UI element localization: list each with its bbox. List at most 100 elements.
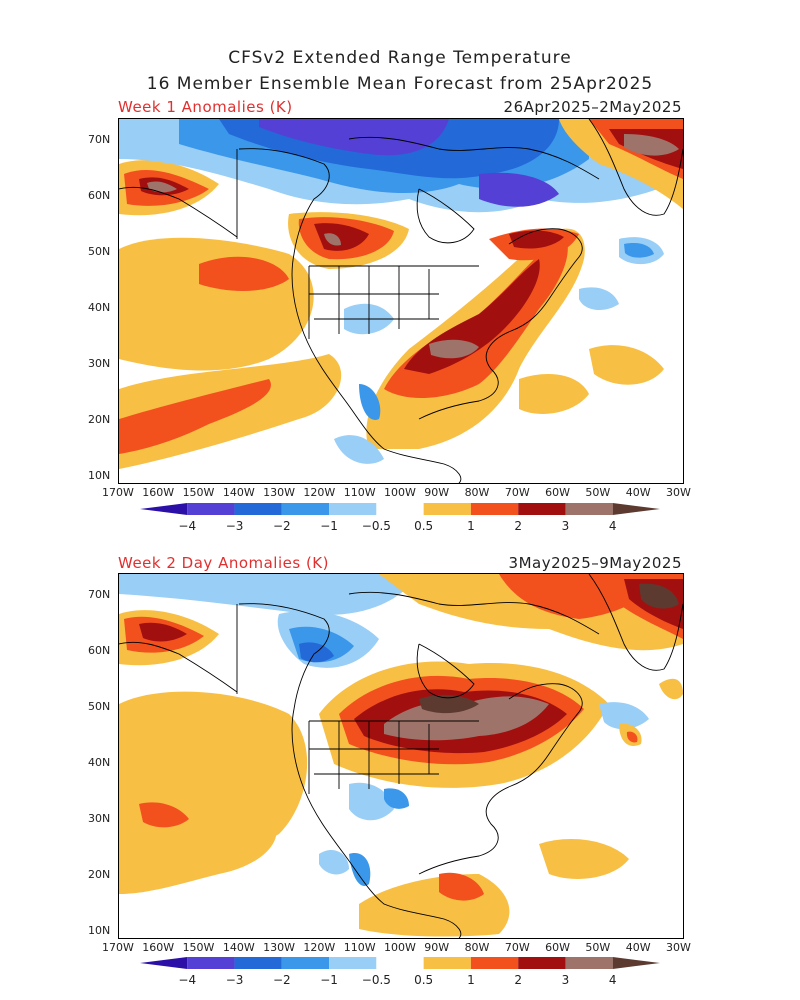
lon-tick-label: 100W — [384, 941, 416, 954]
warm-region — [589, 345, 664, 385]
colorbar-tick-label: −1 — [320, 973, 338, 987]
lon-tick-label: 160W — [142, 486, 175, 499]
colorbar-swatch — [376, 957, 424, 969]
warm-region — [419, 694, 479, 714]
cold-region — [349, 782, 394, 821]
lat-tick-label: 30N — [88, 812, 111, 825]
map-panel-2 — [118, 573, 684, 939]
colorbar-tick-label: 3 — [562, 519, 570, 533]
panel-1-label: Week 1 Anomalies (K) — [118, 98, 293, 116]
coastline — [238, 603, 462, 938]
cold-region — [624, 243, 654, 258]
lon-tick-label: 110W — [343, 941, 376, 954]
coastline — [348, 136, 600, 180]
colorbar-swatch — [518, 503, 566, 515]
lat-tick-label: 20N — [88, 868, 111, 881]
lat-tick-label: 60N — [88, 644, 111, 657]
colorbar-swatch — [612, 957, 660, 969]
colorbar-tick-label: 1 — [467, 519, 475, 533]
colorbar-swatch — [565, 503, 613, 515]
colorbar-1: −4 −3 −2 −1 −0.5 0.5 1 2 3 4 — [140, 503, 660, 533]
colorbar-swatch — [329, 503, 377, 515]
coastline — [348, 591, 600, 635]
chart-title-line-1: CFSv2 Extended Range Temperature — [228, 48, 572, 68]
colorbar-tick-label: −3 — [226, 973, 244, 987]
lon-tick-label: 90W — [424, 486, 450, 499]
colorbar-tick-label: 0.5 — [414, 973, 433, 987]
lat-tick-label: 40N — [88, 301, 111, 314]
colorbar-swatch — [423, 503, 471, 515]
colorbar-tick-label: 2 — [514, 973, 522, 987]
warm-region — [429, 339, 479, 359]
colorbar-tick-label: −3 — [226, 519, 244, 533]
lon-tick-label: 140W — [222, 486, 255, 499]
lon-tick-label: 70W — [504, 941, 530, 954]
coastline — [588, 574, 683, 671]
coastline — [119, 641, 238, 693]
colorbar-swatch — [281, 957, 330, 969]
coastline — [588, 119, 683, 216]
lon-tick-label: 160W — [142, 941, 175, 954]
cold-region — [599, 702, 649, 730]
cold-region — [479, 172, 559, 207]
colorbar-swatch — [234, 503, 282, 515]
warm-region — [139, 622, 187, 642]
colorbar-tick-label: 2 — [514, 519, 522, 533]
cold-region — [349, 853, 371, 886]
chart-title-line-2: 16 Member Ensemble Mean Forecast from 25… — [146, 74, 654, 94]
colorbar-tick-label: 1 — [467, 973, 475, 987]
lat-tick-label: 70N — [88, 588, 111, 601]
warm-region — [626, 731, 638, 743]
lon-tick-label: 170W — [102, 941, 134, 954]
cold-region — [359, 384, 381, 420]
coastline — [238, 148, 462, 483]
colorbar-tick-label: −0.5 — [362, 519, 391, 533]
colorbar-swatch — [281, 503, 330, 515]
coastline — [418, 228, 583, 420]
lon-tick-label: 150W — [182, 941, 215, 954]
warm-region — [119, 807, 277, 894]
lat-tick-label: 10N — [88, 469, 111, 482]
warm-region — [519, 374, 589, 414]
colorbar-tick-label: 4 — [609, 973, 617, 987]
colorbar-swatch — [518, 957, 566, 969]
lon-tick-label: 130W — [263, 941, 296, 954]
colorbar-swatch — [470, 503, 519, 515]
coastline — [418, 683, 583, 875]
coastline — [416, 643, 475, 699]
colorbar-tick-label: 4 — [609, 519, 617, 533]
warm-region — [139, 802, 189, 828]
colorbar-tick-label: −0.5 — [362, 973, 391, 987]
lon-tick-label: 60W — [545, 486, 571, 499]
lat-tick-label: 70N — [88, 133, 111, 146]
panel-2-date-range: 3May2025–9May2025 — [508, 554, 682, 572]
colorbar-swatch — [376, 503, 424, 515]
colorbar-swatch — [140, 503, 188, 515]
colorbar-tick-label: −4 — [178, 519, 196, 533]
colorbar-swatch — [612, 503, 660, 515]
lat-tick-label: 60N — [88, 189, 111, 202]
panel-1-date-range: 26Apr2025–2May2025 — [503, 98, 682, 116]
lon-tick-label: 140W — [222, 941, 255, 954]
colorbar-tick-label: −1 — [320, 519, 338, 533]
warm-region — [659, 678, 683, 700]
coastline — [416, 188, 475, 244]
lon-tick-label: 50W — [585, 486, 611, 499]
lon-tick-label: 70W — [504, 486, 530, 499]
coastline — [119, 186, 238, 238]
colorbar-2: −4 −3 −2 −1 −0.5 0.5 1 2 3 4 — [140, 957, 660, 987]
lon-tick-label: 50W — [585, 941, 611, 954]
colorbar-swatch — [565, 957, 613, 969]
warm-region — [509, 230, 564, 249]
warm-region — [314, 223, 369, 251]
lat-tick-label: 40N — [88, 756, 111, 769]
cold-region — [579, 287, 619, 311]
warm-region — [639, 583, 679, 609]
map-panel-1 — [118, 118, 684, 484]
lon-tick-label: 170W — [102, 486, 134, 499]
lat-tick-label: 50N — [88, 700, 111, 713]
lat-tick-label: 10N — [88, 924, 111, 937]
lon-tick-label: 60W — [545, 941, 571, 954]
warm-region — [624, 134, 679, 156]
colorbar-tick-label: 3 — [562, 973, 570, 987]
